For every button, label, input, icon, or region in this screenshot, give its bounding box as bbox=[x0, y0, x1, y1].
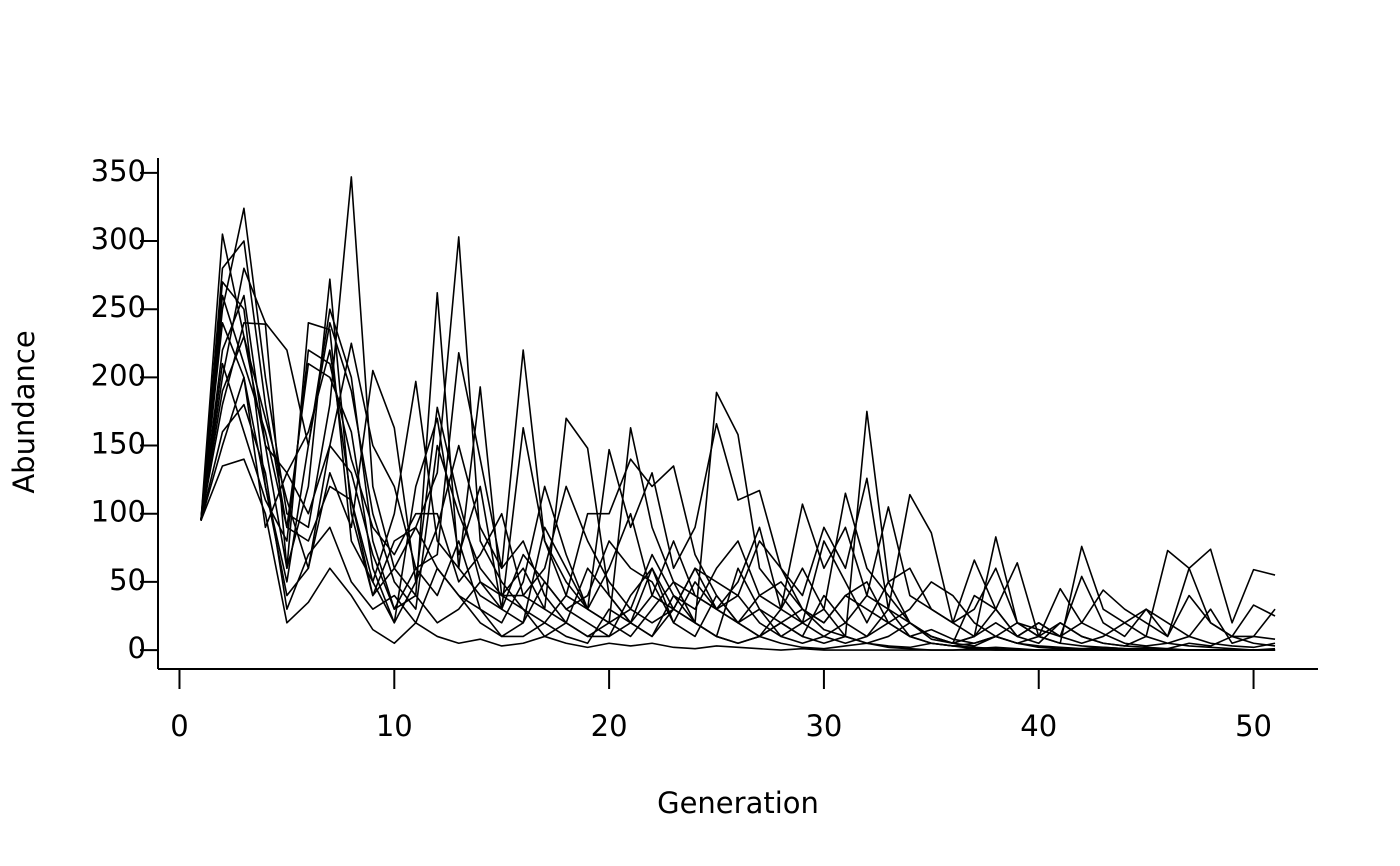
series-line bbox=[200, 176, 1276, 651]
x-tick-label: 0 bbox=[170, 709, 188, 743]
y-tick-label: 100 bbox=[91, 495, 146, 529]
series-line bbox=[200, 349, 1276, 651]
series-line bbox=[200, 240, 1276, 638]
x-tick-label: 50 bbox=[1235, 709, 1272, 743]
series-line bbox=[200, 294, 1276, 651]
series-line bbox=[200, 322, 1276, 651]
y-tick-label: 350 bbox=[91, 154, 146, 188]
series-line bbox=[200, 294, 1276, 638]
series-line bbox=[200, 369, 1276, 647]
series-line bbox=[200, 233, 1276, 651]
y-tick-label: 50 bbox=[109, 563, 146, 597]
y-tick-label: 150 bbox=[91, 427, 146, 461]
x-tick-label: 40 bbox=[1020, 709, 1057, 743]
series-line bbox=[200, 335, 1276, 651]
y-tick-label: 300 bbox=[91, 222, 146, 256]
x-tick-label: 20 bbox=[591, 709, 628, 743]
y-axis-label: Abundance bbox=[7, 330, 41, 493]
y-tick-label: 250 bbox=[91, 290, 146, 324]
y-tick-label: 0 bbox=[128, 631, 146, 665]
x-tick-label: 30 bbox=[805, 709, 842, 743]
x-tick-label: 10 bbox=[376, 709, 413, 743]
x-axis-label: Generation bbox=[657, 786, 819, 820]
y-tick-label: 200 bbox=[91, 358, 146, 392]
